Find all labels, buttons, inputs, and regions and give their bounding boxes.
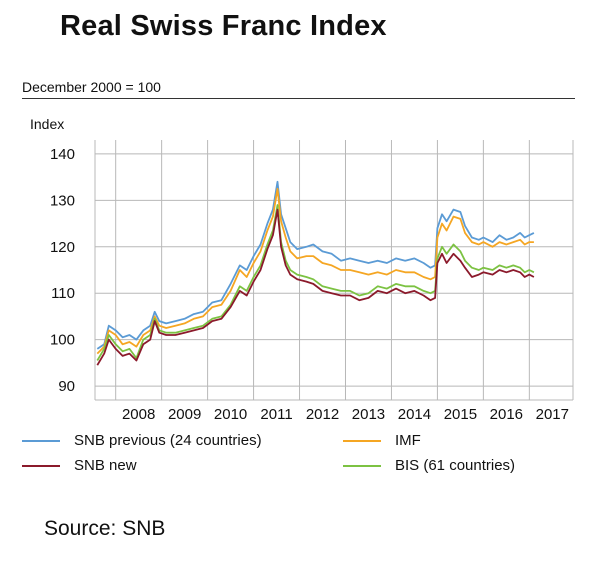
series-lines [96,180,535,366]
y-tick-label: 130 [50,192,75,209]
x-tick-label: 2008 [122,406,155,420]
x-axis-ticks: 2008 2009 2010 2011 2012 2013 2014 2015 2016 2017 [122,406,569,420]
legend-item-bis: BIS (61 countries) [343,457,515,474]
legend-swatch-snb-new [22,464,60,467]
x-tick-label: 2017 [536,406,569,420]
x-tick-label: 2013 [352,406,385,420]
x-tick-label: 2010 [214,406,247,420]
x-tick-label: 2009 [168,406,201,420]
series-line-imf-1 [96,187,534,355]
legend-swatch-imf [343,439,381,442]
y-tick-label: 120 [50,239,75,256]
legend-label-snb-new: SNB new [74,457,137,474]
x-tick-label: 2012 [306,406,339,420]
legend-label-imf: IMF [395,432,421,449]
legend-item-snb-new: SNB new [22,457,137,474]
source-note: Source: SNB [44,517,166,540]
legend-item-snb-previous: SNB previous (24 countries) [22,432,262,449]
x-tick-label: 2016 [490,406,523,420]
chart-title: Real Swiss Franc Index [60,10,387,42]
series-line-snb-2 [96,208,535,366]
y-tick-label: 110 [51,285,75,302]
x-tick-label: 2011 [260,406,292,420]
title-rule [22,98,575,99]
series-line-snb-0 [96,180,535,350]
legend-swatch-snb-previous [22,439,60,442]
x-tick-label: 2014 [398,406,431,420]
x-tick-label: 2015 [444,406,477,420]
legend-item-imf: IMF [343,432,421,449]
y-tick-label: 90 [58,378,75,395]
y-tick-label: 100 [50,332,75,349]
chart-subtitle: December 2000 = 100 [22,79,161,95]
y-axis-label: Index [30,116,65,132]
legend-label-bis: BIS (61 countries) [395,457,516,474]
legend-label-snb-previous: SNB previous (24 countries) [74,432,262,449]
y-tick-label: 140 [50,146,75,163]
series-line-bis-3 [96,204,535,361]
y-axis-ticks: 90 100 110 120 130 140 [50,146,75,395]
legend-swatch-bis [343,464,381,467]
legend: SNB previous (24 countries) IMF SNB new … [22,432,582,482]
